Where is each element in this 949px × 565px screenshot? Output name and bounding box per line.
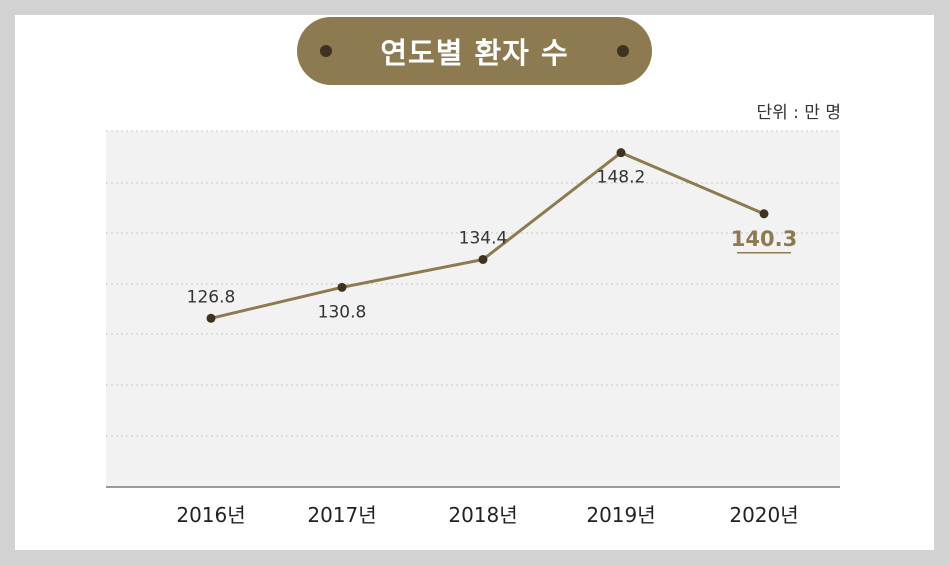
data-label: 126.8 <box>187 287 236 307</box>
data-point <box>337 282 347 292</box>
title-right-dot <box>617 45 629 57</box>
title-left-dot <box>320 45 332 57</box>
data-point <box>206 313 216 323</box>
plot-area <box>106 131 840 487</box>
data-point <box>759 209 769 219</box>
data-label: 134.4 <box>459 228 508 248</box>
title-banner: 연도별 환자 수 <box>297 17 652 85</box>
data-label: 148.2 <box>597 168 646 188</box>
data-point <box>616 148 626 158</box>
x-tick-label: 2018년 <box>448 503 517 527</box>
unit-label: 단위 : 만 명 <box>756 103 842 123</box>
x-tick-label: 2020년 <box>729 503 798 527</box>
chart-title: 연도별 환자 수 <box>380 36 569 70</box>
data-label: 140.3 <box>731 227 797 251</box>
x-tick-label: 2017년 <box>307 503 376 527</box>
data-label: 130.8 <box>318 302 367 322</box>
data-point <box>478 254 488 264</box>
x-tick-label: 2019년 <box>586 503 655 527</box>
x-tick-label: 2016년 <box>176 503 245 527</box>
